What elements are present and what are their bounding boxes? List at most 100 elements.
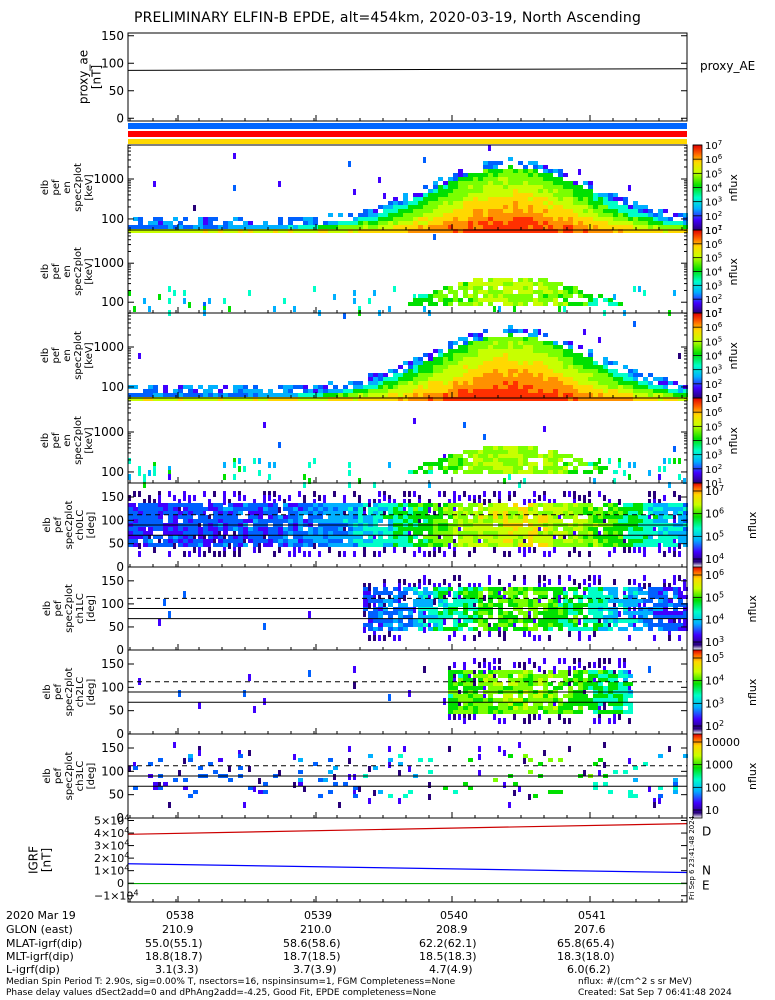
heatmap-cell	[478, 507, 483, 511]
heatmap-cell	[493, 531, 498, 535]
heatmap-cell	[508, 193, 513, 197]
heatmap-cell	[463, 674, 468, 678]
heatmap-cell	[258, 393, 263, 397]
heatmap-cell	[423, 511, 428, 515]
heatmap-cell	[453, 341, 458, 345]
heatmap-cell	[418, 205, 423, 209]
heatmap-cell	[203, 535, 206, 541]
heatmap-cell	[493, 221, 498, 225]
heatmap-cell	[508, 474, 511, 480]
heatmap-cell	[348, 397, 353, 401]
heatmap-cell	[178, 499, 181, 505]
heatmap-cell	[423, 205, 428, 209]
heatmap-cell	[198, 766, 203, 770]
heatmap-cell	[473, 389, 478, 393]
heatmap-cell	[343, 313, 346, 319]
heatmap-cell	[448, 365, 453, 369]
heatmap-cell	[583, 619, 588, 623]
heatmap-cell	[348, 531, 353, 535]
heatmap-cell	[633, 511, 638, 515]
heatmap-cell	[658, 377, 663, 381]
heatmap-cell	[543, 462, 548, 466]
heatmap-cell	[468, 173, 473, 177]
heatmap-cell	[648, 619, 653, 623]
heatmap-cell	[528, 678, 533, 682]
heatmap-cell	[558, 201, 563, 205]
heatmap-cell	[648, 591, 653, 595]
heatmap-cell	[188, 385, 193, 389]
heatmap-cell	[308, 507, 313, 511]
heatmap-cell	[403, 217, 408, 221]
heatmap-cell	[508, 353, 513, 357]
heatmap-cell	[403, 627, 408, 631]
heatmap-cell	[413, 377, 418, 381]
heatmap-cell	[578, 706, 583, 710]
heatmap-cell	[583, 193, 588, 197]
heatmap-cell	[433, 527, 438, 531]
heatmap-cell	[598, 225, 603, 229]
heatmap-cell	[443, 353, 448, 357]
heatmap-cell	[488, 381, 493, 385]
heatmap-cell	[493, 511, 498, 515]
heatmap-cell	[243, 527, 248, 531]
heatmap-cell	[488, 670, 493, 674]
heatmap-cell	[458, 298, 463, 302]
heatmap-cell	[283, 531, 288, 535]
heatmap-cell	[458, 575, 461, 581]
heatmap-cell	[498, 209, 503, 213]
heatmap-cell	[553, 470, 558, 474]
heatmap-cell	[453, 294, 458, 298]
heatmap-cell	[233, 229, 238, 233]
heatmap-cell	[458, 373, 463, 377]
heatmap-cell	[523, 353, 528, 357]
heatmap-cell	[628, 385, 633, 389]
heatmap-cell	[448, 229, 453, 233]
heatmap-cell	[413, 519, 418, 523]
heatmap-cell	[513, 341, 518, 345]
heatmap-cell	[138, 229, 143, 233]
heatmap-cell	[203, 543, 208, 547]
heatmap-cell	[488, 470, 493, 474]
heatmap-cell	[673, 531, 678, 535]
heatmap-cell	[278, 385, 283, 389]
heatmap-cell	[628, 221, 633, 225]
heatmap-cell	[408, 225, 413, 229]
heatmap-cell	[633, 535, 638, 539]
heatmap-cell	[678, 515, 683, 519]
heatmap-cell	[548, 345, 553, 349]
heatmap-cell	[243, 397, 248, 401]
heatmap-cell	[263, 790, 268, 794]
heatmap-cell	[468, 286, 473, 290]
heatmap-cell	[428, 543, 433, 547]
heatmap-cell	[638, 603, 641, 609]
heatmap-cell	[408, 539, 413, 543]
heatmap-cell	[578, 599, 583, 603]
heatmap-cell	[623, 587, 628, 591]
heatmap-cell	[533, 531, 538, 535]
heatmap-cell	[668, 507, 673, 511]
heatmap-cell	[503, 458, 508, 462]
heatmap-cell	[528, 794, 531, 800]
heatmap-cell	[588, 353, 593, 357]
heatmap-cell	[528, 369, 533, 373]
heatmap-cell	[483, 165, 488, 169]
heatmap-cell	[408, 511, 413, 515]
heatmap-cell	[363, 595, 368, 599]
heatmap-cell	[198, 221, 203, 225]
heatmap-cell	[638, 591, 643, 595]
heatmap-cell	[348, 511, 353, 515]
heatmap-cell	[338, 551, 341, 557]
heatmap-cell	[473, 611, 478, 615]
heatmap-cell	[608, 302, 613, 306]
heatmap-cell	[648, 217, 653, 221]
heatmap-cell	[398, 381, 403, 385]
heatmap-cell	[543, 345, 548, 349]
heatmap-cell	[143, 482, 146, 488]
heatmap-cell	[593, 535, 598, 539]
heatmap-cell	[468, 373, 473, 377]
heatmap-cell	[543, 674, 548, 678]
heatmap-cell	[573, 373, 578, 377]
heatmap-cell	[418, 503, 423, 507]
heatmap-cell	[243, 519, 248, 523]
heatmap-cell	[408, 790, 413, 794]
